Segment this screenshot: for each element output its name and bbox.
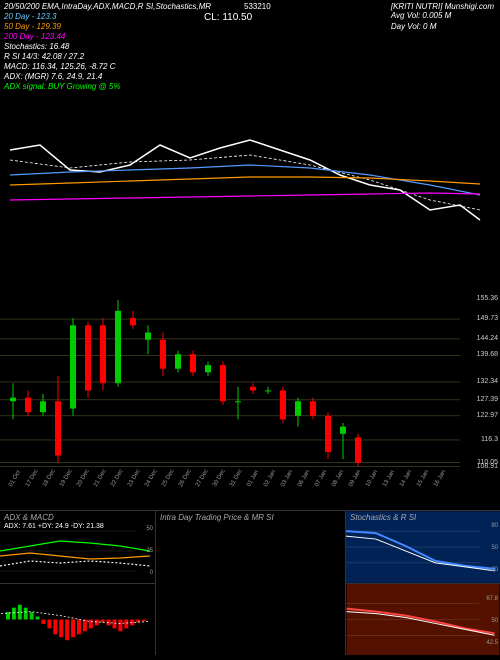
rsi-label: R SI 14/3: 42.08 / 27.2	[4, 52, 496, 61]
close-price: CL: 110.50	[204, 12, 252, 23]
adx-values: ADX: 7.61 +DY: 24.9 -DY: 21.38	[4, 523, 104, 530]
intraday-panel: Intra Day Trading Price & MR SI	[155, 510, 345, 655]
candlestick-chart	[0, 300, 460, 470]
day-vol: Day Vol: 0 M	[391, 22, 494, 31]
stochastics-label: Stochastics: 16.48	[4, 42, 496, 51]
ema200-label: 200 Day - 123.44	[4, 32, 496, 41]
top-right-block: [KRITI NUTRI] Munshigi.com Avg Vol: 0.00…	[391, 2, 494, 31]
macd-label: MACD: 116.34, 125.26, -8.72 C	[4, 62, 496, 71]
main-line-chart	[0, 90, 500, 270]
panel2-label: Intra Day Trading Price & MR SI	[160, 513, 274, 522]
date-axis: 01 Oct17 Dec18 Dec19 Dec20 Dec21 Dec22 D…	[0, 475, 460, 505]
avg-vol: Avg Vol: 0.005 M	[391, 11, 494, 20]
price-axis: 155.36149.73144.24139.68132.34127.39122.…	[460, 300, 500, 470]
panel3-label: Stochastics & R SI	[350, 513, 416, 522]
adx-label: ADX: (MGR) 7.6, 24.9, 21.4	[4, 72, 496, 81]
panel1-label: ADX & MACD	[4, 513, 54, 522]
symbol-code: 533210	[244, 2, 271, 11]
stoch-rsi-panel: Stochastics & R SI 805020 67.85042.5	[345, 510, 500, 655]
adx-macd-panel: ADX & MACD ADX: 7.61 +DY: 24.9 -DY: 21.3…	[0, 510, 155, 655]
indicators-label: 20/50/200 EMA,IntraDay,ADX,MACD,R SI,Sto…	[4, 2, 211, 11]
symbol-name: [KRITI NUTRI] Munshigi.com	[391, 2, 494, 11]
bottom-panels: ADX & MACD ADX: 7.61 +DY: 24.9 -DY: 21.3…	[0, 510, 500, 655]
